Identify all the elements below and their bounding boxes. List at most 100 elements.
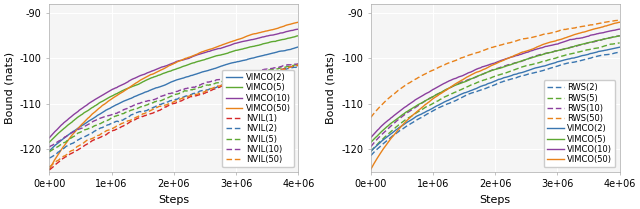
- NVIL(5): [294, 63, 302, 66]
- VIMCO(50): [448, 85, 456, 88]
- Y-axis label: Bound (nats): Bound (nats): [326, 52, 335, 124]
- VIMCO(50): [465, 75, 473, 77]
- Line: NVIL(10): NVIL(10): [49, 64, 298, 147]
- VIMCO(10): [448, 79, 456, 81]
- VIMCO(5): [45, 141, 53, 143]
- Line: NVIL(50): NVIL(50): [49, 65, 298, 167]
- NVIL(2): [294, 65, 301, 68]
- RWS(2): [547, 67, 554, 69]
- VIMCO(2): [225, 62, 233, 65]
- NVIL(10): [294, 62, 302, 65]
- VIMCO(10): [225, 44, 233, 47]
- NVIL(5): [144, 103, 152, 106]
- NVIL(50): [202, 90, 210, 92]
- RWS(10): [548, 51, 556, 53]
- Line: RWS(5): RWS(5): [371, 43, 620, 152]
- VIMCO(50): [127, 85, 134, 88]
- NVIL(2): [294, 66, 302, 68]
- VIMCO(50): [144, 75, 152, 78]
- NVIL(2): [45, 157, 53, 159]
- RWS(5): [397, 122, 404, 125]
- VIMCO(50): [367, 168, 374, 171]
- VIMCO(50): [227, 41, 234, 43]
- VIMCO(10): [202, 51, 210, 54]
- RWS(5): [367, 150, 374, 153]
- NVIL(10): [202, 82, 210, 84]
- VIMCO(5): [225, 51, 233, 54]
- VIMCO(2): [465, 90, 473, 93]
- RWS(10): [367, 145, 374, 148]
- Legend: RWS(2), RWS(5), RWS(10), RWS(50), VIMCO(2), VIMCO(5), VIMCO(10), VIMCO(50): RWS(2), RWS(5), RWS(10), RWS(50), VIMCO(…: [544, 80, 616, 167]
- VIMCO(50): [547, 41, 554, 43]
- VIMCO(50): [76, 126, 83, 128]
- NVIL(10): [127, 106, 134, 108]
- NVIL(1): [144, 113, 152, 116]
- Legend: VIMCO(2), VIMCO(5), VIMCO(10), VIMCO(50), NVIL(1), NVIL(2), NVIL(5), NVIL(10), N: VIMCO(2), VIMCO(5), VIMCO(10), VIMCO(50)…: [223, 70, 294, 167]
- RWS(2): [616, 51, 623, 53]
- NVIL(2): [202, 89, 210, 92]
- RWS(5): [616, 42, 623, 44]
- RWS(50): [616, 19, 623, 21]
- VIMCO(5): [616, 35, 623, 37]
- VIMCO(50): [524, 50, 531, 52]
- Line: NVIL(2): NVIL(2): [49, 67, 298, 158]
- X-axis label: Steps: Steps: [479, 195, 511, 205]
- NVIL(2): [127, 114, 134, 117]
- RWS(50): [448, 61, 456, 63]
- Line: VIMCO(10): VIMCO(10): [371, 29, 620, 138]
- VIMCO(10): [465, 71, 473, 74]
- VIMCO(2): [227, 62, 234, 65]
- VIMCO(10): [144, 71, 152, 74]
- VIMCO(10): [227, 44, 234, 46]
- RWS(10): [397, 116, 404, 119]
- Line: NVIL(1): NVIL(1): [49, 65, 298, 170]
- VIMCO(5): [465, 79, 473, 81]
- NVIL(10): [227, 76, 234, 79]
- VIMCO(2): [448, 97, 456, 100]
- NVIL(2): [225, 82, 233, 85]
- RWS(5): [547, 58, 554, 61]
- RWS(50): [548, 32, 556, 34]
- VIMCO(10): [397, 109, 404, 112]
- RWS(2): [465, 93, 473, 95]
- VIMCO(10): [45, 136, 53, 139]
- VIMCO(5): [144, 78, 152, 81]
- VIMCO(2): [294, 46, 302, 48]
- VIMCO(10): [547, 44, 554, 47]
- VIMCO(5): [367, 141, 374, 144]
- NVIL(50): [227, 82, 234, 85]
- VIMCO(2): [127, 97, 134, 100]
- RWS(50): [465, 54, 473, 56]
- VIMCO(2): [547, 63, 554, 65]
- VIMCO(2): [144, 90, 152, 93]
- Line: VIMCO(5): VIMCO(5): [49, 36, 298, 142]
- Line: VIMCO(50): VIMCO(50): [371, 22, 620, 169]
- Line: VIMCO(2): VIMCO(2): [49, 47, 298, 151]
- NVIL(10): [45, 146, 53, 148]
- VIMCO(50): [294, 21, 302, 23]
- VIMCO(10): [548, 44, 556, 47]
- RWS(5): [548, 58, 556, 60]
- Line: VIMCO(2): VIMCO(2): [371, 47, 620, 152]
- Line: RWS(10): RWS(10): [371, 36, 620, 147]
- VIMCO(50): [225, 41, 233, 44]
- VIMCO(10): [616, 28, 623, 30]
- VIMCO(5): [227, 51, 234, 54]
- NVIL(2): [144, 109, 152, 111]
- RWS(10): [616, 34, 623, 37]
- VIMCO(2): [616, 46, 623, 48]
- RWS(10): [547, 51, 554, 54]
- NVIL(1): [76, 148, 83, 150]
- NVIL(10): [76, 128, 83, 130]
- VIMCO(50): [548, 41, 556, 43]
- RWS(10): [524, 58, 531, 61]
- NVIL(50): [76, 144, 83, 147]
- Line: RWS(50): RWS(50): [371, 20, 620, 117]
- VIMCO(5): [202, 58, 210, 60]
- NVIL(1): [202, 91, 210, 94]
- NVIL(1): [127, 120, 134, 123]
- NVIL(5): [225, 79, 233, 81]
- VIMCO(5): [547, 51, 554, 54]
- VIMCO(50): [45, 168, 53, 171]
- VIMCO(5): [448, 86, 456, 88]
